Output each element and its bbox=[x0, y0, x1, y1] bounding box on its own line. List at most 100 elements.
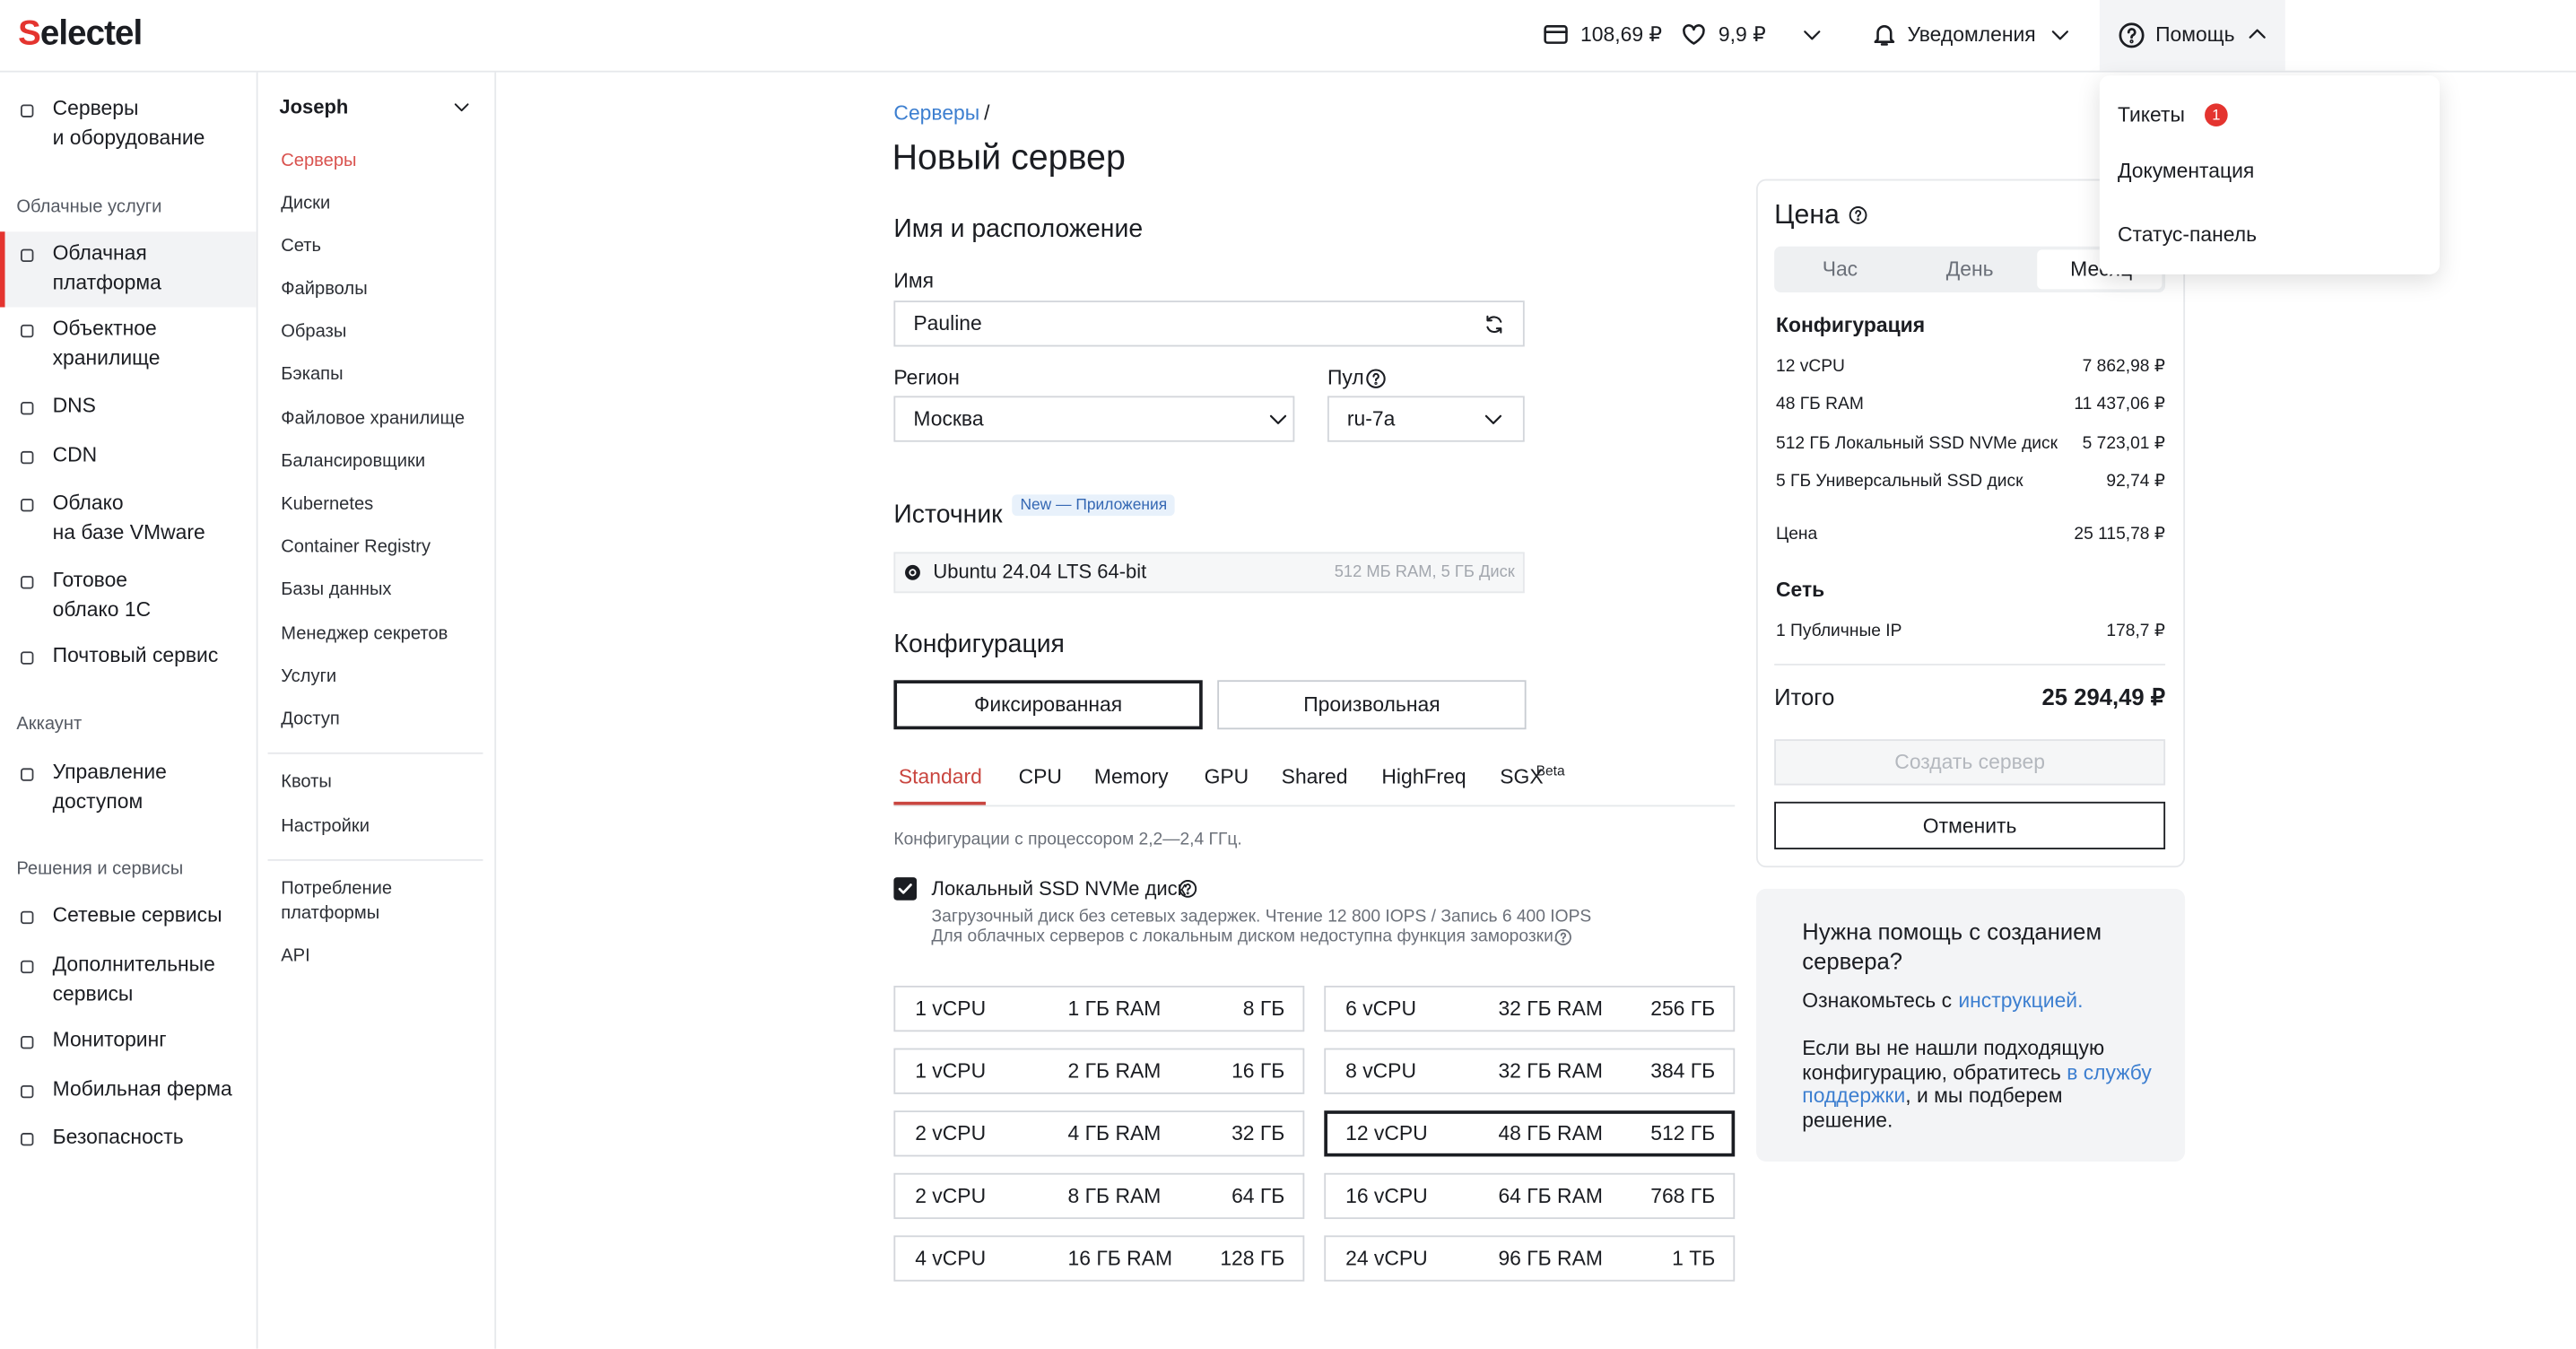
checkbox[interactable] bbox=[893, 877, 918, 901]
preset-cpu[interactable]: 6 vCPU bbox=[1345, 997, 1417, 1021]
project-item[interactable]: Файрволы bbox=[281, 279, 368, 300]
image-select[interactable] bbox=[893, 552, 1525, 594]
config-tab[interactable]: GPU bbox=[1204, 765, 1249, 789]
preset-card[interactable] bbox=[1324, 1110, 1736, 1157]
period-option[interactable]: День bbox=[1945, 257, 1994, 282]
preset-cpu[interactable]: 4 vCPU bbox=[915, 1247, 987, 1270]
preset-cpu[interactable]: 1 vCPU bbox=[915, 1059, 987, 1084]
cancel-label[interactable]: Отменить bbox=[1922, 814, 2017, 838]
help-menu-item[interactable]: Документация bbox=[2117, 159, 2255, 183]
create-label[interactable]: Создать сервер bbox=[1894, 751, 2045, 774]
preset-card[interactable] bbox=[1324, 1048, 1736, 1094]
logo[interactable]: Selectel bbox=[18, 9, 143, 57]
preset-card[interactable] bbox=[893, 1172, 1305, 1220]
project-item[interactable]: Услуги bbox=[281, 666, 337, 687]
preset-disk[interactable]: 128 ГБ bbox=[1220, 1247, 1285, 1270]
project-item[interactable]: Потребление платформы bbox=[281, 878, 393, 924]
sidebar-item[interactable]: DNS bbox=[52, 394, 96, 418]
name-value[interactable]: Pauline bbox=[913, 312, 982, 335]
config-tab[interactable]: SGX bbox=[1500, 765, 1544, 789]
preset-ram[interactable]: 16 ГБ RAM bbox=[1067, 1247, 1173, 1270]
project-item[interactable]: API bbox=[281, 946, 310, 966]
image-name[interactable]: Ubuntu 24.04 LTS 64-bit bbox=[933, 560, 1147, 584]
help-text-link[interactable]: в службу поддержки bbox=[1802, 1060, 2152, 1108]
help-menu-item[interactable]: Статус-панель bbox=[2117, 223, 2258, 247]
preset-disk[interactable]: 512 ГБ bbox=[1650, 1122, 1716, 1145]
mode-button[interactable] bbox=[893, 680, 1203, 730]
preset-card[interactable] bbox=[893, 1110, 1305, 1157]
preset-ram[interactable]: 48 ГБ RAM bbox=[1498, 1122, 1603, 1145]
preset-card[interactable] bbox=[893, 1235, 1305, 1282]
help-button[interactable] bbox=[2099, 0, 2285, 71]
project-item[interactable]: Сеть bbox=[281, 236, 322, 257]
config-tab[interactable]: Memory bbox=[1093, 765, 1169, 789]
breadcrumb-link[interactable]: Серверы bbox=[893, 101, 980, 126]
help-intro-link[interactable]: инструкцией. bbox=[1958, 988, 2084, 1013]
sidebar-item[interactable]: CDN bbox=[52, 443, 98, 467]
preset-card[interactable] bbox=[893, 1048, 1305, 1094]
preset-card[interactable] bbox=[1324, 1172, 1736, 1220]
project-item[interactable]: Базы данных bbox=[281, 579, 392, 600]
preset-cpu[interactable]: 12 vCPU bbox=[1345, 1122, 1428, 1145]
project-item[interactable]: Kubernetes bbox=[281, 494, 374, 515]
project-item[interactable]: Container Registry bbox=[281, 536, 431, 557]
config-tab[interactable]: Standard bbox=[898, 765, 982, 789]
preset-ram[interactable]: 8 ГБ RAM bbox=[1067, 1184, 1162, 1208]
name-input[interactable] bbox=[893, 300, 1525, 347]
notifications[interactable]: Уведомления bbox=[1907, 22, 2036, 47]
mode-button[interactable] bbox=[1217, 680, 1527, 730]
preset-ram[interactable]: 32 ГБ RAM bbox=[1498, 1059, 1603, 1084]
sidebar-item[interactable]: Облачная платформа bbox=[52, 241, 161, 293]
sidebar-item[interactable]: Сетевые сервисы bbox=[52, 903, 222, 927]
help-menu-item[interactable]: Тикеты bbox=[2117, 103, 2185, 127]
sidebar-item[interactable]: Управление доступом bbox=[52, 761, 167, 813]
config-tab[interactable]: Shared bbox=[1281, 765, 1348, 789]
preset-disk[interactable]: 256 ГБ bbox=[1650, 997, 1716, 1021]
project-item[interactable]: Квоты bbox=[281, 771, 332, 792]
preset-disk[interactable]: 16 ГБ bbox=[1231, 1059, 1285, 1084]
sidebar-item[interactable]: Мобильная ферма bbox=[52, 1077, 232, 1101]
preset-disk[interactable]: 384 ГБ bbox=[1650, 1059, 1716, 1084]
mode-label[interactable]: Произвольная bbox=[1303, 692, 1440, 717]
preset-cpu[interactable]: 8 vCPU bbox=[1345, 1059, 1417, 1084]
preset-cpu[interactable]: 2 vCPU bbox=[915, 1122, 987, 1145]
preset-ram[interactable]: 4 ГБ RAM bbox=[1067, 1122, 1162, 1145]
preset-ram[interactable]: 2 ГБ RAM bbox=[1067, 1059, 1162, 1084]
preset-ram[interactable]: 64 ГБ RAM bbox=[1498, 1184, 1603, 1208]
pool-select[interactable] bbox=[1327, 396, 1525, 442]
preset-card[interactable] bbox=[893, 985, 1305, 1032]
sidebar-item[interactable]: Серверы и оборудование bbox=[52, 97, 205, 149]
help[interactable]: Помощь bbox=[2155, 22, 2235, 47]
pool-value[interactable]: ru-7a bbox=[1346, 407, 1396, 431]
project-item[interactable]: Диски bbox=[281, 194, 331, 214]
sidebar-item[interactable]: Почтовый сервис bbox=[52, 643, 219, 667]
preset-disk[interactable]: 1 ТБ bbox=[1672, 1247, 1716, 1270]
config-tab[interactable]: HighFreq bbox=[1381, 765, 1466, 789]
sidebar-item[interactable]: Безопасность bbox=[52, 1125, 184, 1149]
period-option[interactable]: Час bbox=[1822, 257, 1858, 282]
config-tab[interactable]: CPU bbox=[1018, 765, 1062, 789]
project-item[interactable]: Файловое хранилище bbox=[281, 409, 466, 430]
project-item[interactable]: Бэкапы bbox=[281, 364, 344, 385]
preset-disk[interactable]: 8 ГБ bbox=[1242, 997, 1285, 1021]
sidebar-item[interactable]: Объектное хранилище bbox=[52, 317, 161, 370]
preset-ram[interactable]: 96 ГБ RAM bbox=[1498, 1247, 1603, 1270]
region-value[interactable]: Москва bbox=[913, 407, 984, 431]
create-button[interactable] bbox=[1774, 739, 2166, 786]
project-item[interactable]: Настройки bbox=[281, 816, 370, 837]
sidebar-item[interactable]: Облако на базе VMware bbox=[52, 491, 205, 544]
preset-disk[interactable]: 32 ГБ bbox=[1231, 1122, 1285, 1145]
preset-ram[interactable]: 32 ГБ RAM bbox=[1498, 997, 1603, 1021]
cancel-button[interactable] bbox=[1774, 801, 2166, 849]
balance[interactable]: 108,69 ₽ bbox=[1580, 22, 1663, 47]
project-item[interactable]: Серверы bbox=[281, 151, 357, 171]
preset-disk[interactable]: 64 ГБ bbox=[1231, 1184, 1285, 1208]
preset-disk[interactable]: 768 ГБ bbox=[1650, 1184, 1716, 1208]
sidebar-item[interactable]: Готовое облако 1С bbox=[52, 568, 152, 621]
preset-cpu[interactable]: 1 vCPU bbox=[915, 997, 987, 1021]
preset-card[interactable] bbox=[1324, 1235, 1736, 1282]
sidebar-item[interactable]: Мониторинг bbox=[52, 1028, 167, 1052]
project-item[interactable]: Образы bbox=[281, 321, 347, 342]
project-item[interactable]: Балансировщики bbox=[281, 451, 426, 472]
project-item[interactable]: Менеджер секретов bbox=[281, 624, 448, 644]
